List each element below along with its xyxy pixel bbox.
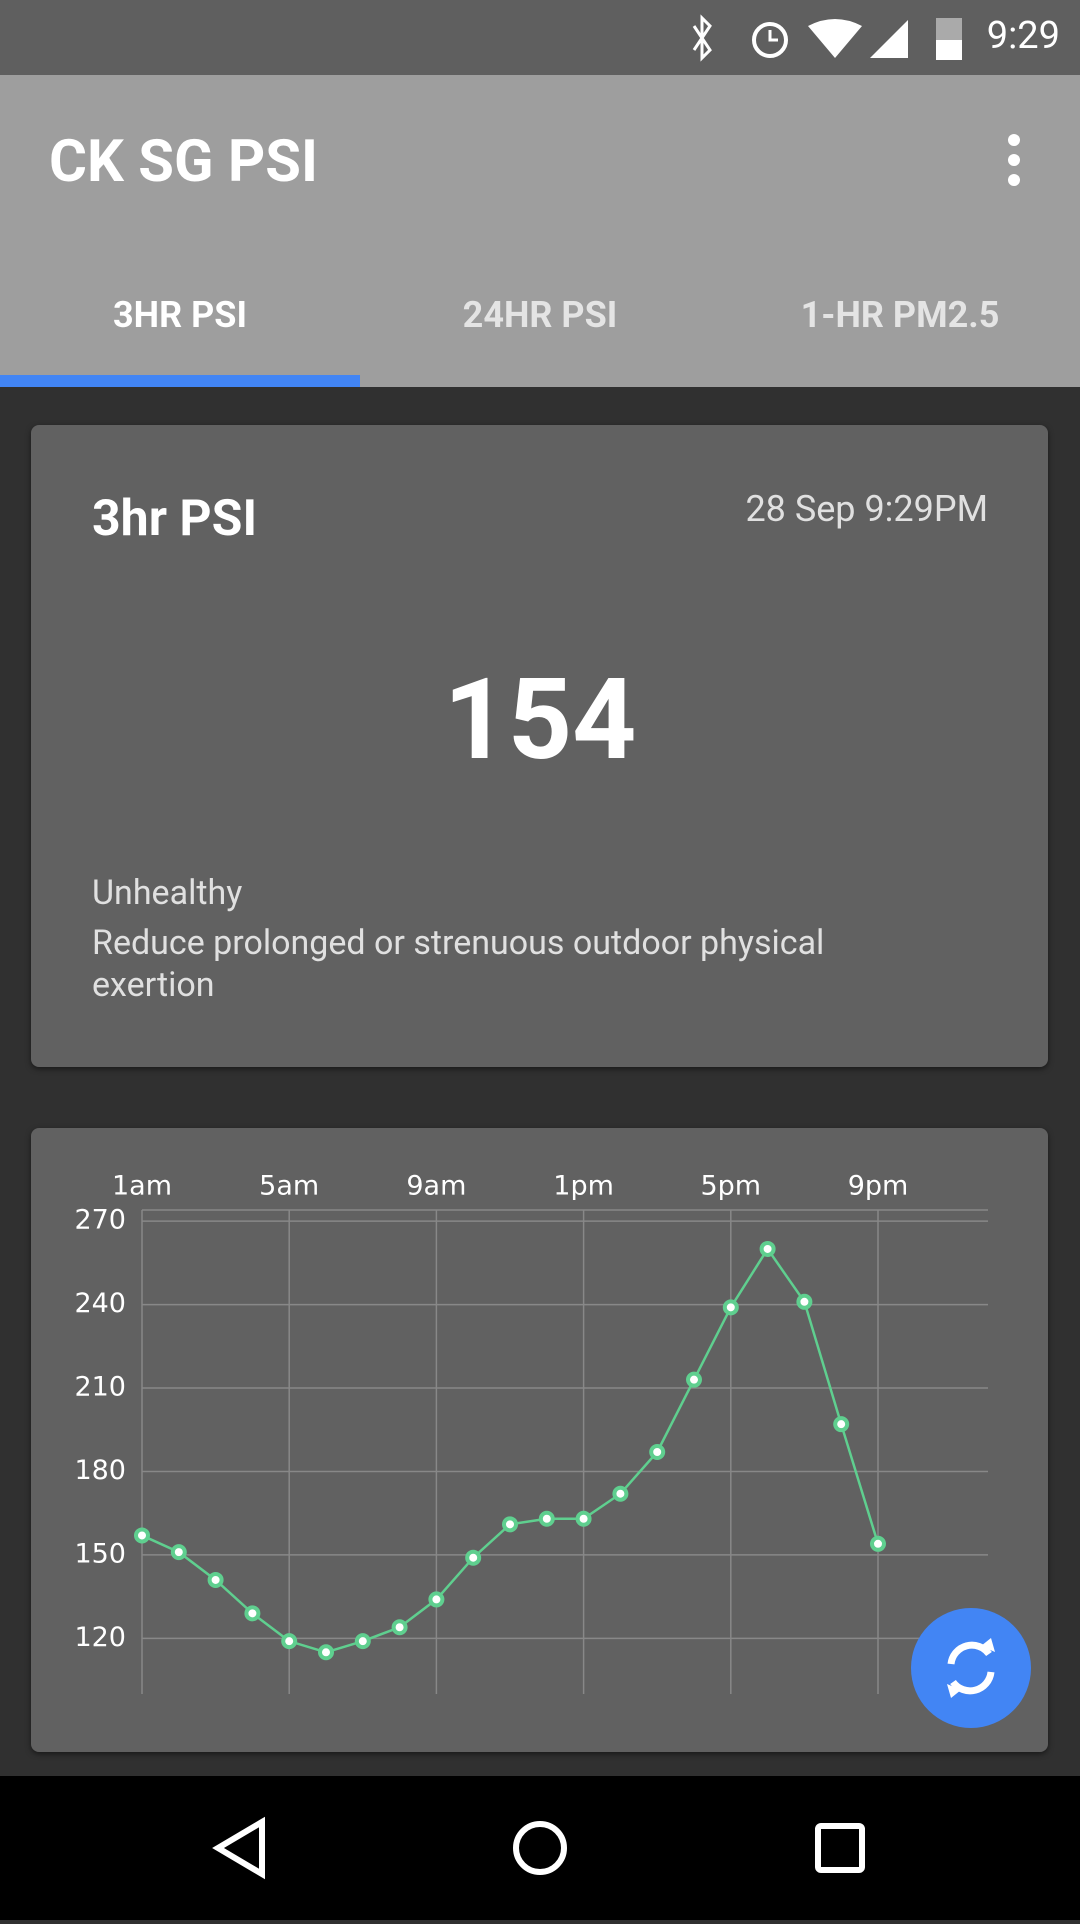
x-tick-label: 1pm (553, 1171, 614, 1202)
tab[interactable]: 3HR PSI (113, 294, 247, 336)
point (759, 1240, 776, 1257)
status-icons (692, 14, 908, 62)
point (244, 1605, 261, 1622)
point (465, 1549, 482, 1566)
psi-value: 154 (443, 655, 637, 786)
line (141, 1246, 880, 1654)
nav-bar (0, 1776, 1080, 1920)
point (354, 1633, 371, 1650)
battery-icon (936, 18, 962, 60)
point (502, 1516, 518, 1533)
point (207, 1571, 224, 1588)
x-tick-label: 5am (259, 1171, 319, 1202)
x-tick-label: 5pm (700, 1171, 761, 1202)
y-tick-label: 150 (74, 1538, 126, 1569)
point (686, 1371, 702, 1388)
reading-card (31, 425, 1048, 1067)
x-tick-label: 1am (112, 1171, 172, 1202)
tab[interactable]: 24HR PSI (462, 294, 618, 336)
status-bar: 9:29 (0, 0, 1080, 75)
psi-category: Unhealthy (92, 873, 243, 913)
point (870, 1535, 886, 1552)
point (796, 1293, 813, 1310)
y-tick-label: 240 (74, 1288, 126, 1319)
point (538, 1510, 555, 1527)
point (170, 1544, 187, 1561)
tab[interactable]: 1-HR PM2.5 (800, 294, 1000, 336)
point (833, 1416, 850, 1433)
point (281, 1633, 298, 1650)
x-tick-label: 9pm (848, 1171, 909, 1202)
point (391, 1619, 408, 1636)
overflow-menu[interactable] (1000, 132, 1030, 192)
card-timestamp: 28 Sep 9:29PM (745, 488, 988, 530)
tab-indicator (0, 375, 360, 387)
point (575, 1510, 592, 1527)
app-title: CK SG PSI (49, 128, 318, 196)
card-title: 3hr PSI (92, 490, 258, 548)
refresh-button[interactable] (911, 1608, 1035, 1732)
app-bar (0, 75, 1080, 387)
point (318, 1644, 334, 1661)
psi-advice: Reduce prolonged or strenuous outdoor ph… (92, 923, 825, 1005)
point (428, 1591, 445, 1608)
x-tick-label: 9am (406, 1171, 466, 1202)
nav-icons (212, 1816, 865, 1880)
point (134, 1527, 150, 1544)
y-tick-label: 120 (74, 1622, 126, 1653)
point (722, 1299, 739, 1316)
status-time: 9:29 (986, 14, 1060, 58)
point (649, 1444, 666, 1460)
y-tick-label: 180 (74, 1455, 126, 1486)
y-tick-label: 270 (74, 1205, 126, 1236)
y-tick-label: 210 (74, 1372, 126, 1403)
point (612, 1485, 629, 1502)
